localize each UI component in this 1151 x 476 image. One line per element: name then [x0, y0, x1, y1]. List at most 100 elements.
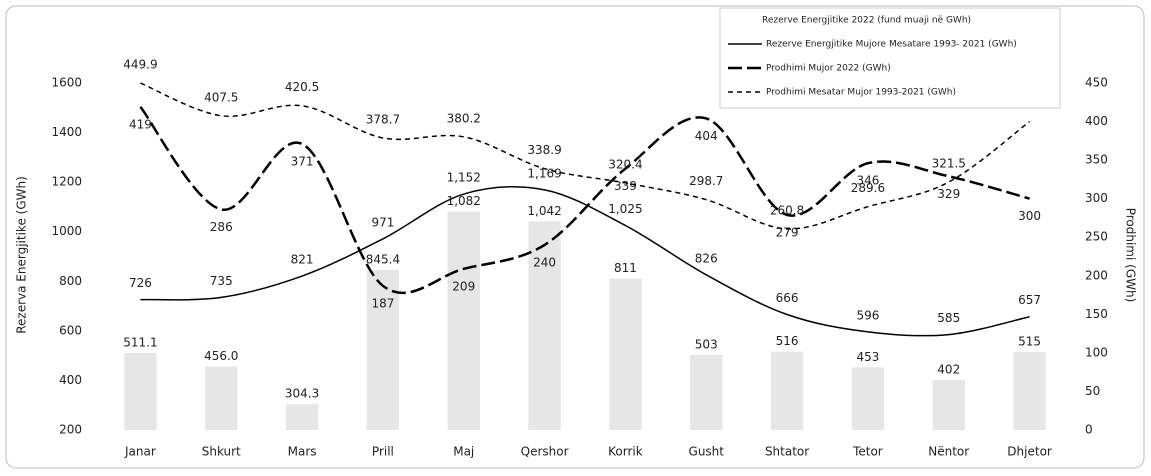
- data-label: 735: [210, 274, 233, 288]
- y-tick-label: 1400: [51, 125, 82, 139]
- y-tick-label: 1600: [51, 76, 82, 90]
- data-label: 453: [856, 350, 879, 364]
- data-label: 1,042: [527, 204, 561, 218]
- y2-tick-label: 100: [1085, 345, 1108, 359]
- y2-axis-label: Prodhimi (GWh): [1124, 208, 1138, 303]
- line: [139, 106, 1030, 295]
- data-label: 657: [1018, 293, 1041, 307]
- line: [140, 82, 1031, 230]
- data-label: 1,169: [527, 166, 561, 180]
- y2-tick-label: 250: [1085, 230, 1108, 244]
- x-tick-label: Maj: [453, 445, 474, 459]
- bar: [366, 270, 400, 430]
- x-tick-label: Korrik: [608, 445, 643, 459]
- data-label: 329: [937, 187, 960, 201]
- data-label: 503: [695, 337, 718, 351]
- legend-box: [719, 7, 1061, 109]
- data-label: 516: [776, 334, 799, 348]
- legend-label: Prodhimi Mesatar Mujor 1993-2021 (GWh): [766, 88, 956, 98]
- data-label: 378.7: [366, 112, 400, 126]
- data-label: 456.0: [204, 349, 238, 363]
- data-label: 1,152: [447, 171, 481, 185]
- x-tick-label: Prill: [372, 445, 394, 459]
- x-tick-label: Janar: [124, 445, 156, 459]
- y2-tick-label: 350: [1085, 153, 1108, 167]
- data-label: 1,025: [608, 202, 642, 216]
- data-label: 726: [129, 276, 152, 290]
- data-label: 298.7: [689, 174, 723, 188]
- bar: [932, 379, 965, 430]
- data-label: 320.4: [608, 157, 642, 171]
- y2-tick-label: 0: [1085, 423, 1093, 437]
- y-tick-label: 600: [59, 323, 82, 337]
- data-label: 380.2: [447, 111, 481, 125]
- data-label: 404: [695, 129, 718, 143]
- y-tick-label: 400: [59, 373, 82, 387]
- data-label: 346: [856, 174, 879, 188]
- x-tick-label: Gusht: [689, 445, 725, 459]
- data-label: 240: [533, 255, 556, 269]
- data-label: 845.4: [366, 253, 400, 267]
- y2-tick-label: 200: [1085, 268, 1108, 282]
- data-label: 286: [210, 220, 233, 234]
- bar: [851, 367, 885, 430]
- y-tick-label: 1000: [51, 224, 82, 238]
- line: [140, 185, 1030, 337]
- bar: [124, 352, 157, 430]
- y2-tick-label: 450: [1085, 76, 1108, 90]
- data-label: 419: [129, 117, 152, 131]
- bar: [1013, 351, 1046, 430]
- data-label: 209: [452, 279, 475, 293]
- data-label: 585: [937, 311, 960, 325]
- data-label: 826: [695, 251, 718, 265]
- data-label: 289.6: [851, 181, 885, 195]
- y-tick-label: 1200: [51, 175, 82, 189]
- y2-tick-label: 150: [1085, 307, 1108, 321]
- data-label: 666: [776, 291, 799, 305]
- legend-label: Rezerve Energjitike 2022 (fund muaji në …: [762, 16, 971, 26]
- frame: [5, 5, 1145, 469]
- data-label: 321.5: [932, 157, 966, 171]
- x-tick-label: Dhjetor: [1007, 445, 1052, 459]
- data-label: 811: [614, 261, 637, 275]
- x-tick-label: Mars: [288, 445, 317, 459]
- data-label: 511.1: [123, 335, 157, 349]
- data-label: 304.3: [285, 387, 319, 401]
- legend-label: Prodhimi Mujor 2022 (GWh): [766, 64, 891, 74]
- x-tick-label: Tetor: [852, 445, 883, 459]
- data-label: 338.9: [527, 143, 561, 157]
- data-label: 515: [1018, 334, 1041, 348]
- bar: [528, 221, 561, 430]
- data-label: 339: [614, 179, 637, 193]
- bar: [609, 278, 642, 430]
- x-tick-label: Shtator: [765, 445, 809, 459]
- x-tick-label: Nëntor: [928, 445, 969, 459]
- data-label: 821: [291, 253, 314, 267]
- data-label: 260.8: [770, 203, 804, 217]
- data-label: 300: [1018, 209, 1041, 223]
- x-tick-label: Shkurt: [202, 445, 241, 459]
- y2-tick-label: 300: [1085, 191, 1108, 205]
- y-tick-label: 200: [59, 423, 82, 437]
- y2-tick-label: 400: [1085, 114, 1108, 128]
- y-axis-label: Rezerva Energjitike (GWh): [15, 176, 29, 334]
- bar: [447, 211, 480, 430]
- x-tick-label: Qershor: [521, 445, 569, 459]
- bar: [770, 351, 804, 430]
- bar: [285, 404, 319, 430]
- data-label: 420.5: [285, 80, 319, 94]
- data-label: 596: [856, 308, 879, 322]
- legend-label: Rezerve Energjitike Mujore Mesatare 1993…: [766, 40, 1017, 50]
- bar: [690, 354, 723, 430]
- y-tick-label: 800: [59, 274, 82, 288]
- data-label: 1,082: [447, 194, 481, 208]
- data-label: 371: [291, 154, 314, 168]
- bar: [205, 366, 238, 430]
- data-label: 187: [371, 296, 394, 310]
- data-label: 407.5: [204, 90, 238, 104]
- y2-tick-label: 50: [1085, 384, 1100, 398]
- data-label: 971: [371, 215, 394, 229]
- data-label: 449.9: [123, 58, 157, 72]
- data-label: 402: [937, 362, 960, 376]
